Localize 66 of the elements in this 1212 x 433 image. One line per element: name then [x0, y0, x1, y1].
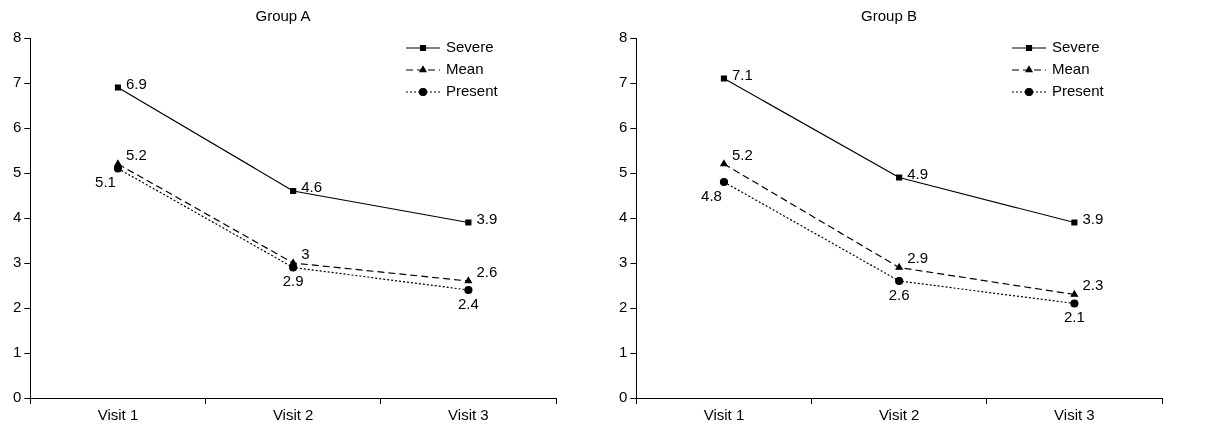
y-tick-label: 3: [619, 253, 628, 271]
point: [720, 75, 728, 82]
y-tick-label: 0: [13, 388, 22, 406]
y-tick-label: 6: [619, 118, 628, 136]
data-label: 3: [301, 244, 310, 262]
y-tick-label: 1: [13, 343, 22, 361]
data-label: 5.2: [125, 145, 147, 163]
legend-label: Severe: [446, 38, 494, 56]
data-label: 7.1: [731, 65, 753, 83]
legend-label: Present: [446, 82, 499, 100]
data-label: 5.2: [731, 145, 753, 163]
data-label: 3.9: [476, 209, 498, 227]
y-tick-label: 6: [13, 118, 22, 136]
data-label: 3.9: [1082, 209, 1104, 227]
point: [1071, 219, 1078, 226]
data-label: 6.9: [125, 74, 147, 92]
point: [114, 84, 122, 91]
legend-label: Mean: [1052, 60, 1090, 78]
point: [290, 187, 297, 195]
y-tick-label: 5: [619, 163, 628, 181]
point: [465, 219, 472, 226]
y-tick-label: 1: [619, 343, 628, 361]
x-tick-label: Visit 1: [703, 406, 745, 424]
data-label: 2.6: [476, 262, 498, 280]
data-label: 2.4: [457, 294, 479, 312]
point: [719, 177, 729, 187]
point: [289, 258, 297, 266]
x-tick-label: Visit 2: [272, 406, 314, 424]
legend-label: Present: [1052, 82, 1105, 100]
data-label: 2.6: [888, 285, 910, 303]
x-tick-label: Visit 3: [1054, 406, 1095, 424]
data-label: 4.8: [701, 186, 722, 204]
data-label: 2.9: [282, 272, 304, 290]
y-tick-label: 3: [13, 253, 22, 271]
point: [114, 159, 122, 167]
point: [895, 263, 903, 270]
y-tick-label: 2: [619, 298, 628, 316]
y-tick-label: 8: [619, 28, 628, 46]
point: [720, 159, 728, 167]
y-tick-label: 4: [13, 208, 22, 226]
point: [895, 276, 904, 286]
y-tick-label: 7: [619, 73, 628, 91]
data-label: 2.9: [907, 249, 929, 267]
point: [464, 276, 473, 284]
y-tick-label: 5: [13, 163, 22, 181]
y-tick-label: 2: [13, 298, 22, 316]
point: [1070, 299, 1079, 308]
y-tick-label: 4: [619, 208, 628, 226]
y-tick-label: 0: [619, 388, 628, 406]
data-label: 2.3: [1082, 276, 1104, 294]
legend-label: Mean: [446, 60, 484, 78]
point: [1070, 290, 1079, 297]
x-tick-label: Visit 3: [448, 406, 489, 424]
point: [896, 174, 903, 181]
data-label: 2.1: [1063, 308, 1085, 326]
x-tick-label: Visit 2: [878, 406, 920, 424]
data-label: 4.9: [907, 164, 929, 182]
chart-title: Group A: [255, 7, 311, 25]
chart-title: Group B: [861, 7, 917, 25]
y-tick-label: 7: [13, 73, 22, 91]
point: [464, 285, 473, 295]
legend-label: Severe: [1052, 38, 1100, 56]
x-tick-label: Visit 1: [97, 406, 139, 424]
data-label: 5.1: [95, 173, 116, 191]
data-label: 4.6: [301, 178, 323, 196]
y-tick-label: 8: [13, 28, 22, 46]
